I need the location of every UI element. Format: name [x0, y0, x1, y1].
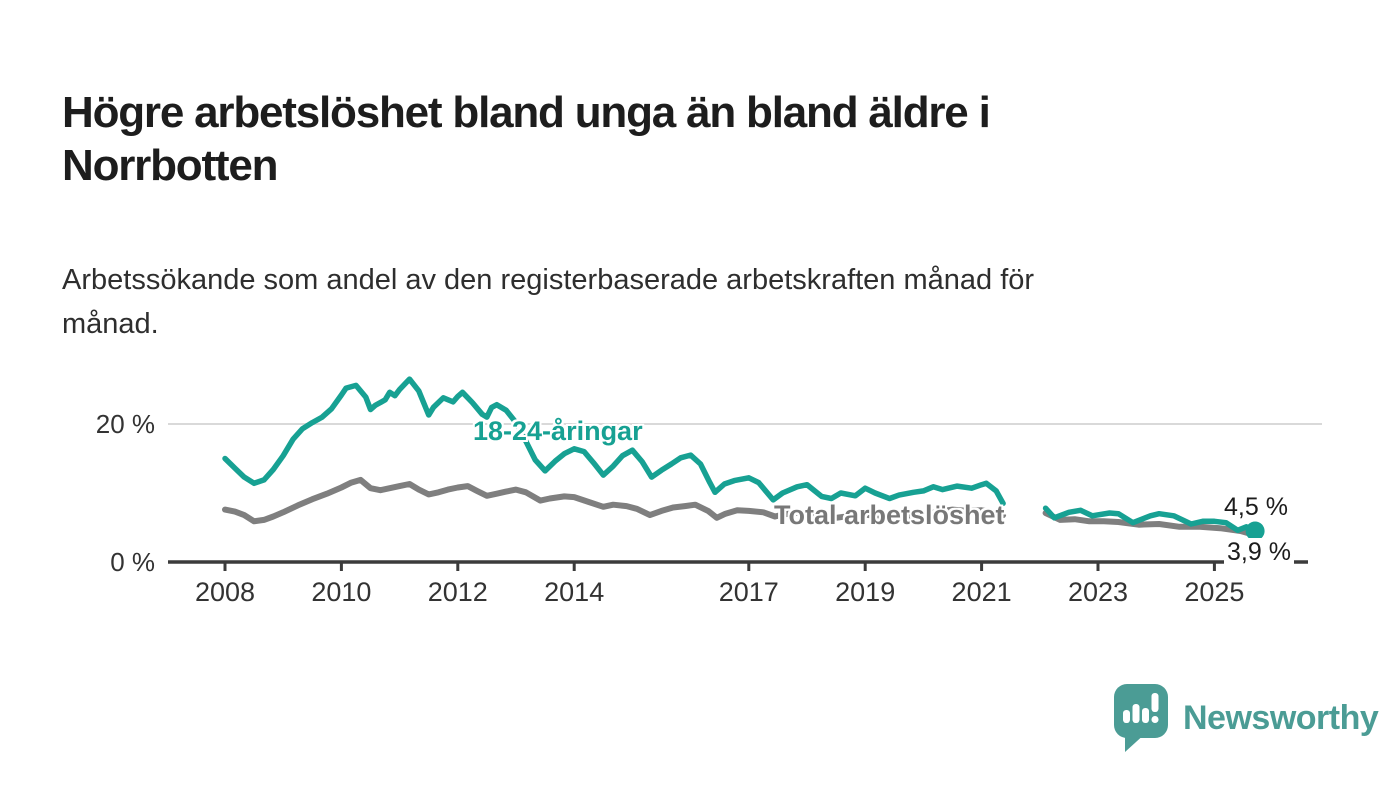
x-tick-label: 2010 [311, 577, 372, 607]
series-line-youth [222, 376, 1006, 507]
series-line-youth [1042, 505, 1258, 534]
x-tick-label: 2012 [427, 577, 488, 607]
newsworthy-speech-bubble-bar-chart-icon [1114, 684, 1168, 752]
y-axis-label-20: 20 % [95, 409, 155, 439]
x-tick-label: 2019 [835, 577, 896, 607]
page-title: Högre arbetslöshet bland unga än bland ä… [62, 88, 991, 191]
y-axis-label-0: 0 % [110, 547, 155, 577]
youth-series-end-dot [1245, 521, 1265, 541]
series-line-total [1042, 510, 1259, 539]
end-value-label-total: 3,9 % [1224, 538, 1294, 567]
newsworthy-logo: Newsworthy [1113, 683, 1379, 753]
end-value-label-youth: 4,5 % [1224, 493, 1288, 521]
x-tick-label: 2008 [194, 577, 256, 607]
x-tick-label: 2023 [1067, 577, 1129, 607]
x-tick-label: 2025 [1184, 577, 1245, 607]
series-label-total: Total arbetslöshet [774, 500, 1005, 530]
series-label-youth: 18-24-åringar [473, 416, 643, 446]
page-subtitle: Arbetssökande som andel av den registerb… [62, 264, 1035, 340]
x-tick-label: 2017 [718, 577, 779, 607]
newsworthy-logo-text: Newsworthy [1183, 698, 1379, 737]
x-tick-label: 2014 [544, 577, 605, 607]
x-tick-label: 2021 [951, 577, 1012, 607]
series-line-total [222, 476, 1007, 525]
